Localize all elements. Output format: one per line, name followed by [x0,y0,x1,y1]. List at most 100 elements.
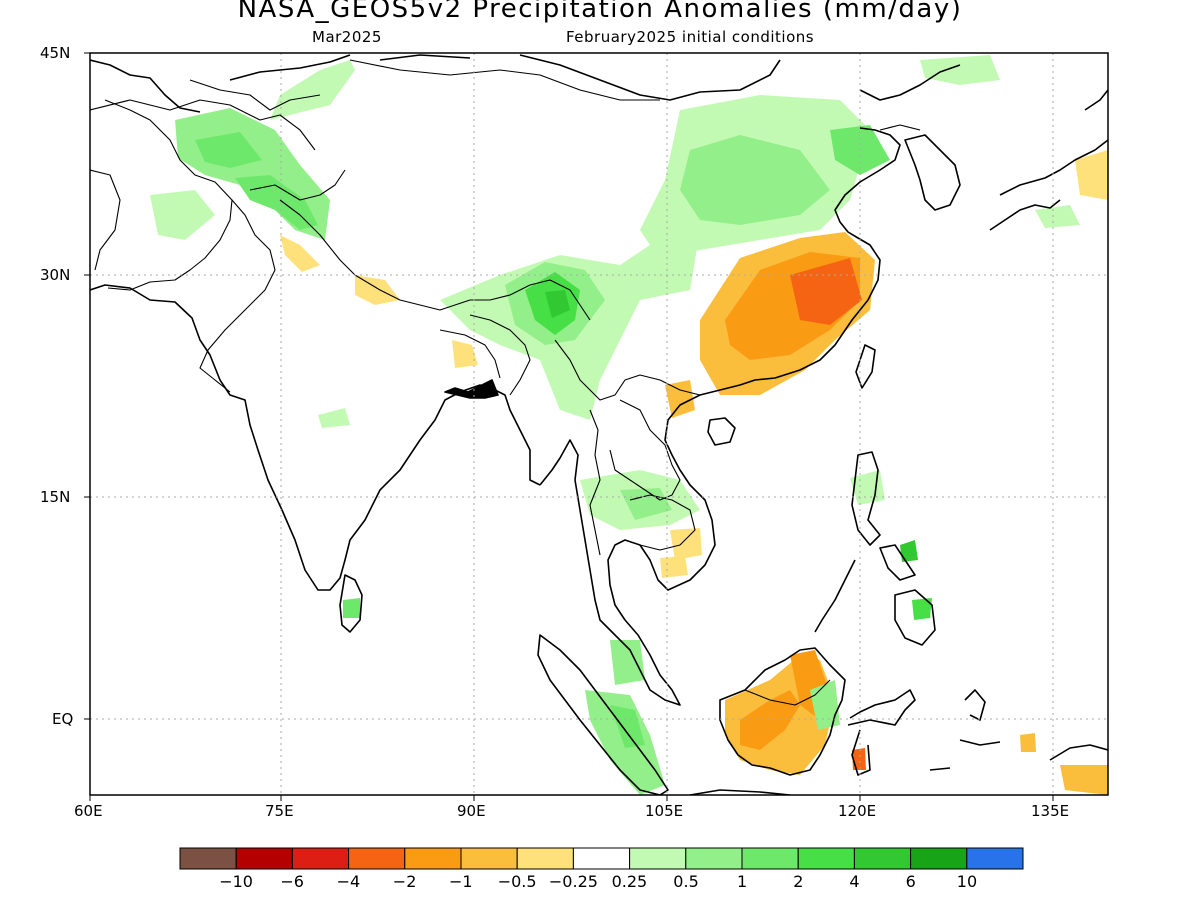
anomaly-patch-malaya [610,640,645,685]
colorbar-swatch-8 [629,847,687,870]
anomaly-patch-cambodia-dry2 [660,556,688,578]
colorbar-swatch-11 [797,847,855,870]
anomaly-patch-india-wet [318,408,350,428]
colorbar-label-1: −6 [280,872,304,891]
lat-label-15n: 15N [40,488,71,506]
anomaly-patch-northchina-mid [680,135,830,225]
lon-label-75e: 75E [265,802,294,820]
coastline-north [90,54,961,113]
border-china-mongolia [349,59,660,101]
lon-label-105e: 105E [645,802,684,820]
colorbar-label-5: −0.5 [497,872,537,891]
coastline-java [689,789,791,795]
colorbar-swatch-3 [348,847,406,870]
anomaly-patch-borneo-core [740,690,800,750]
border-pakistan-afghanistan [104,99,233,291]
coastline-srilanka [339,574,363,633]
coastline-myanmar [539,127,901,706]
colorbar [179,847,1024,870]
lat-label-eq: EQ [52,710,74,728]
lat-label-30n: 30N [40,266,71,284]
coastline-bangladesh-delta [444,379,499,399]
anomaly-patch-tajik [270,60,355,120]
border-himalaya [279,199,591,321]
anomaly-patch-indochina-mid [620,488,672,520]
coastlines [90,54,1108,795]
lon-label-90e: 90E [457,802,486,820]
anomaly-patch-sumatra-core [610,705,645,748]
coastline-hainan [707,417,736,446]
lat-label-45n: 45N [40,44,71,62]
colorbar-label-10: 2 [793,872,804,891]
anomaly-patch-hindu-kush [195,132,262,168]
colorbar-swatch-10 [741,847,799,870]
coastline-visayas [879,544,916,581]
anomaly-patch-japan-dry [1075,150,1108,200]
anomaly-patch-maluku-dry [1020,733,1036,752]
coastline-japan [989,89,1108,231]
country-borders [90,59,921,706]
colorbar-swatch-12 [853,847,912,870]
colorbar-swatch-13 [910,847,968,870]
border-malaysia-borneo [744,679,831,706]
anomaly-patch-mongolia [920,55,1000,85]
anomaly-patch-visayas [900,540,918,562]
colorbar-swatch-14 [966,847,1024,870]
colorbar-label-3: −2 [392,872,417,891]
coastline-sumatra [537,634,669,795]
coastline-newguinea [929,739,1108,771]
graticule [90,53,1108,795]
coastline-sulawesi [847,689,916,776]
colorbar-label-2: −4 [336,872,361,891]
anomaly-patch-srilanka [343,598,360,618]
axis-ticks [84,52,1054,801]
border-central-asia [90,99,316,151]
anomaly-patch-bangladesh-dry [452,340,478,368]
colorbar-label-4: −1 [449,872,473,891]
colorbar-label-0: −10 [219,872,253,891]
border-bangladesh [439,329,501,379]
colorbar-label-7: 0.25 [611,872,648,891]
border-afghanistan-iran [90,169,121,271]
border-myanmar-thailand [589,409,601,556]
anomaly-patch-mindanao [912,598,932,620]
border-cambodia [629,494,696,551]
colorbar-label-9: 1 [737,872,748,891]
border-india-pakistan [199,199,276,393]
colorbar-swatch-5 [460,847,518,870]
map-title: NASA_GEOS5v2 Precipitation Anomalies (mm… [237,0,963,24]
anomaly-patch-nepal-dry [355,275,400,305]
anomaly-field [150,55,1108,795]
coastline-korea [904,134,961,211]
anomaly-patch-cambodia-dry [670,528,702,560]
colorbar-label-12: 6 [905,872,916,891]
colorbar-swatch-7 [572,847,631,870]
colorbar-swatch-4 [404,847,462,870]
border-kazakh-kyrgyz [189,79,321,111]
coastline-palawan [814,559,856,633]
lon-label-135e: 135E [1031,802,1070,820]
colorbar-swatch-1 [235,847,293,870]
coastline-mindanao [894,589,936,646]
anomaly-patch-southchina-core [790,258,862,325]
valid-month-label: Mar2025 [312,28,382,46]
anomaly-patch-afghan-light [150,190,215,240]
colorbar-label-11: 4 [849,872,860,891]
init-conditions-label: February2025 initial conditions [566,28,815,46]
border-myanmar-china [554,339,701,401]
colorbar-label-13: 10 [956,872,978,891]
anomaly-patch-nw-india-dry [280,235,320,272]
colorbar-swatch-9 [685,847,743,870]
coastline-taiwan [855,344,876,389]
border-north-korea [879,124,921,131]
coastline-borneo [719,647,846,776]
lon-label-120e: 120E [838,802,877,820]
anomaly-patch-japan-wet [1035,205,1080,228]
map-frame [89,52,1109,796]
colorbar-swatch-2 [291,847,350,870]
anomaly-patch-newguinea-dry [1060,765,1108,795]
anomaly-patch-tibet-peak [545,290,570,318]
anomaly-patch-vietnam-dry [665,380,695,418]
border-china-west [249,169,346,201]
